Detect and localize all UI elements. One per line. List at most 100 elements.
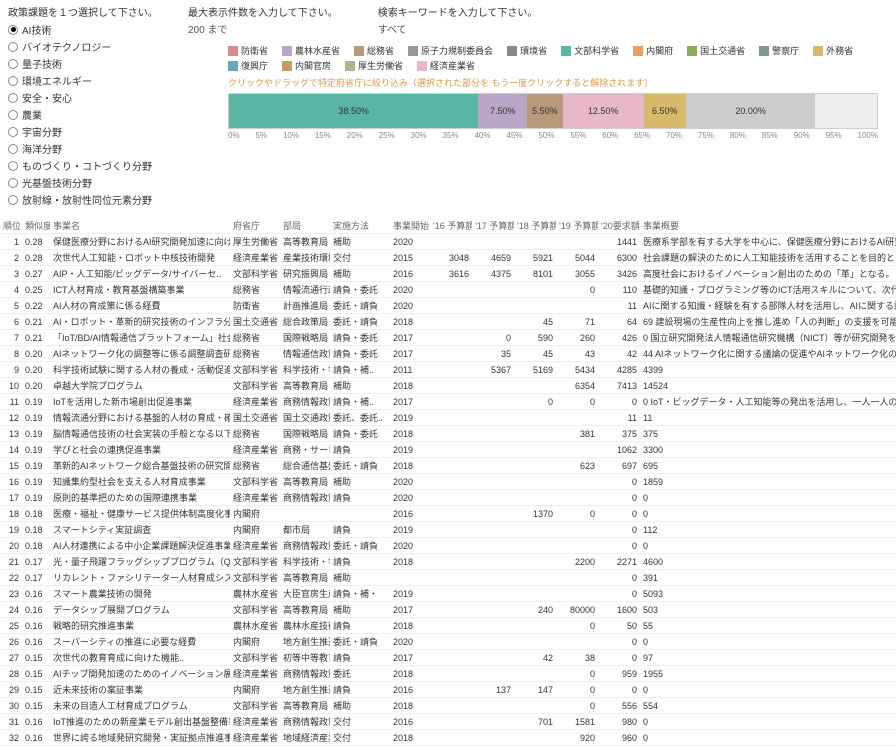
table-row[interactable]: 30.27AIP・人工知能/ビッグデータ/サイバーセ..文部科学省研究振興局補助…: [0, 266, 896, 282]
legend-swatch: [228, 46, 238, 56]
results-table: 順位類似度事業名府省庁部局実施方法事業開始'16 予算額'17 予算額'18 予…: [0, 218, 896, 746]
cell: 0.28: [22, 250, 50, 266]
col-header[interactable]: 事業名: [50, 218, 230, 234]
legend-swatch: [507, 46, 517, 56]
policy-item[interactable]: 放射線・放射性同位元素分野: [8, 191, 168, 208]
table-row[interactable]: 80.20AIネットワーク化の調整等に係る調整調査研究総務省情報通信政策..請負…: [0, 346, 896, 362]
max-value[interactable]: 200 まで: [188, 21, 338, 36]
table-row[interactable]: 90.20科学技術試験に関する人材の養成・活動促進文部科学省科学技術・学..請負…: [0, 362, 896, 378]
bar-segment[interactable]: 20.00%: [686, 94, 816, 128]
col-header[interactable]: '17 予算額: [472, 218, 514, 234]
axis-tick: 0%: [228, 131, 240, 140]
legend-item[interactable]: 厚生労働省: [345, 59, 403, 72]
table-row[interactable]: 260.16スーパーシティの推進に必要な経費内閣府地方創生推進..委託・請負20…: [0, 634, 896, 650]
col-header[interactable]: '16 予算額: [430, 218, 472, 234]
policy-item[interactable]: 量子技術: [8, 55, 168, 72]
col-header[interactable]: 事業開始: [390, 218, 430, 234]
table-row[interactable]: 190.18スマートシティ実証調査内閣府都市局請負20190112300 AI、…: [0, 522, 896, 538]
table-row[interactable]: 20.28次世代人工知能・ロボット中核技術開発経済産業省産業技術環境交付2015…: [0, 250, 896, 266]
cell: 2016: [390, 506, 430, 522]
legend-item[interactable]: 農林水産省: [282, 44, 340, 57]
policy-item[interactable]: 光基盤技術分野: [8, 174, 168, 191]
table-row[interactable]: 100.20卓越大学院プログラム文部科学省高等教育局補助201863547413…: [0, 378, 896, 394]
cell: [472, 570, 514, 586]
table-row[interactable]: 110.19IoTを活用した新市場創出促進事業経済産業省商務情報政策..請負・補…: [0, 394, 896, 410]
col-header[interactable]: 府省庁: [230, 218, 280, 234]
table-row[interactable]: 290.15近未来技術の案証事業内閣府地方創生推進..請負20161371470…: [0, 682, 896, 698]
policy-item[interactable]: 海洋分野: [8, 140, 168, 157]
policy-item[interactable]: AI技術: [8, 21, 168, 38]
table-row[interactable]: 40.25ICT人材育成・教育基盤構築事業総務省情報流通行政..請負・委託202…: [0, 282, 896, 298]
col-header[interactable]: '18 予算額: [514, 218, 556, 234]
policy-item[interactable]: 安全・安心: [8, 89, 168, 106]
table-row[interactable]: 60.21AI・ロボット・革新的研究技術のインフラ分野へ..国土交通省総合政策局…: [0, 314, 896, 330]
table-row[interactable]: 320.16世界に誇る地域発研究開発・実証拠点推進事業経済産業省地域経済産業..…: [0, 730, 896, 746]
col-header[interactable]: 部局: [280, 218, 330, 234]
policy-item[interactable]: ものづくり・コトづくり分野: [8, 157, 168, 174]
table-row[interactable]: 50.22AI人材の育成策に係る経費防衛省計画推進局委託・請負202011AIに…: [0, 298, 896, 314]
cell: 0.21: [22, 314, 50, 330]
col-header[interactable]: 類似度: [22, 218, 50, 234]
cell: [430, 522, 472, 538]
table-row[interactable]: 130.19脳情報通信技術の社会実装の手般となる以下..総務省国際戦略局請負・委…: [0, 426, 896, 442]
cell: 701: [514, 714, 556, 730]
bar-segment[interactable]: [815, 94, 877, 128]
legend-item[interactable]: 文部科学省: [561, 44, 619, 57]
legend-item[interactable]: 内閣府: [633, 44, 673, 57]
table-row[interactable]: 280.15AIチップ開発加速のためのイノベーション展..経済産業省商務情報政策…: [0, 666, 896, 682]
table-row[interactable]: 160.19知識集約型社会を支える人材育成事業文部科学省高等教育局補助20200…: [0, 474, 896, 490]
table-row[interactable]: 180.18医療・福祉・健康サービス提供体制高度化事業内閣府2016137000…: [0, 506, 896, 522]
bar-segment[interactable]: 38.50%: [229, 94, 478, 128]
legend-item[interactable]: 復興庁: [228, 59, 268, 72]
cell: 国際戦略局: [280, 426, 330, 442]
policy-item[interactable]: 農業: [8, 106, 168, 123]
col-header[interactable]: 順位: [0, 218, 22, 234]
bar-segment[interactable]: 6.50%: [644, 94, 686, 128]
cell: 5093: [640, 586, 896, 602]
legend-item[interactable]: 警察庁: [759, 44, 799, 57]
col-header[interactable]: 事業概要: [640, 218, 896, 234]
table-row[interactable]: 120.19情報流通分野における基盤的人材の育成・確保..国土交通省国土交通政策…: [0, 410, 896, 426]
policy-item[interactable]: 環境エネルギー: [8, 72, 168, 89]
legend-item[interactable]: 防衛省: [228, 44, 268, 57]
table-row[interactable]: 300.15未来の目造人工材育成プログラム文部科学省高等教育局補助2018055…: [0, 698, 896, 714]
table-row[interactable]: 140.19学びと社会の連携促進事業経済産業省商務・サービ..請負2019106…: [0, 442, 896, 458]
cell: 3300: [640, 442, 896, 458]
bar-segment[interactable]: 5.50%: [527, 94, 563, 128]
legend-item[interactable]: 原子力規制委員会: [408, 44, 493, 57]
table-row[interactable]: 250.16戦略的研究推進事業農林水産省農林水産技術..請負2018050550…: [0, 618, 896, 634]
table-row[interactable]: 200.18AI人材連携による中小企業課題解決促進事業経済産業省商務情報政策..…: [0, 538, 896, 554]
table-row[interactable]: 220.17リカレント・ファシリテーター人材育成システ..文部科学省高等教育局補…: [0, 570, 896, 586]
table-row[interactable]: 70.21「IoT/BD/AI情報通信プラットフォーム」社会..総務省国際戦略局…: [0, 330, 896, 346]
table-row[interactable]: 230.16スマート農業技術の開発農林水産省大臣官房生産..請負・補・20190…: [0, 586, 896, 602]
kw-value[interactable]: すべて: [378, 21, 538, 36]
table-row[interactable]: 170.19原則的基準把のための国際連携事業経済産業省商務情報政策..請負202…: [0, 490, 896, 506]
table-row[interactable]: 150.19革新的AIネットワーク総合基盤技術の研究開発総務省総合通信基盤..委…: [0, 458, 896, 474]
cell: 0: [556, 682, 598, 698]
table-row[interactable]: 10.28保健医療分野におけるAI研究開発加速に向け..厚生労働省高等教育局補助…: [0, 234, 896, 250]
cell: [472, 586, 514, 602]
cell: 71: [556, 314, 598, 330]
table-row[interactable]: 270.15次世代の教育育成に向けた機能..文部科学省初等中等教育..請負201…: [0, 650, 896, 666]
cell: 文部科学省: [230, 474, 280, 490]
col-header[interactable]: '20要求額: [598, 218, 640, 234]
col-header[interactable]: 実施方法: [330, 218, 390, 234]
col-header[interactable]: '19 予算額: [556, 218, 598, 234]
policy-item[interactable]: 宇宙分野: [8, 123, 168, 140]
legend-item[interactable]: 経済産業省: [417, 59, 475, 72]
legend-item[interactable]: 内閣官房: [282, 59, 331, 72]
legend-item[interactable]: 環境省: [507, 44, 547, 57]
stacked-bar-chart[interactable]: 38.50%7.50%5.50%12.50%6.50%20.00% 0%5%10…: [228, 93, 878, 140]
table-row[interactable]: 310.16IoT推進のための新産業モデル創出基盤整備事業経済産業省商務情報政策…: [0, 714, 896, 730]
policy-item[interactable]: バイオテクノロジー: [8, 38, 168, 55]
legend-item[interactable]: 外務省: [813, 44, 853, 57]
legend-item[interactable]: 国土交通省: [687, 44, 745, 57]
legend-swatch: [561, 46, 571, 56]
legend-item[interactable]: 総務省: [354, 44, 394, 57]
bar-segment[interactable]: 7.50%: [478, 94, 527, 128]
table-row[interactable]: 210.17光・量子飛躍フラッグシッププログラム（Q-L..文部科学省科学技術・…: [0, 554, 896, 570]
table-row[interactable]: 240.16データシップ展開プログラム文部科学省高等教育局補助201724080…: [0, 602, 896, 618]
cell: 2019: [390, 442, 430, 458]
cell: 高等教育局: [280, 698, 330, 714]
bar-segment[interactable]: 12.50%: [563, 94, 644, 128]
